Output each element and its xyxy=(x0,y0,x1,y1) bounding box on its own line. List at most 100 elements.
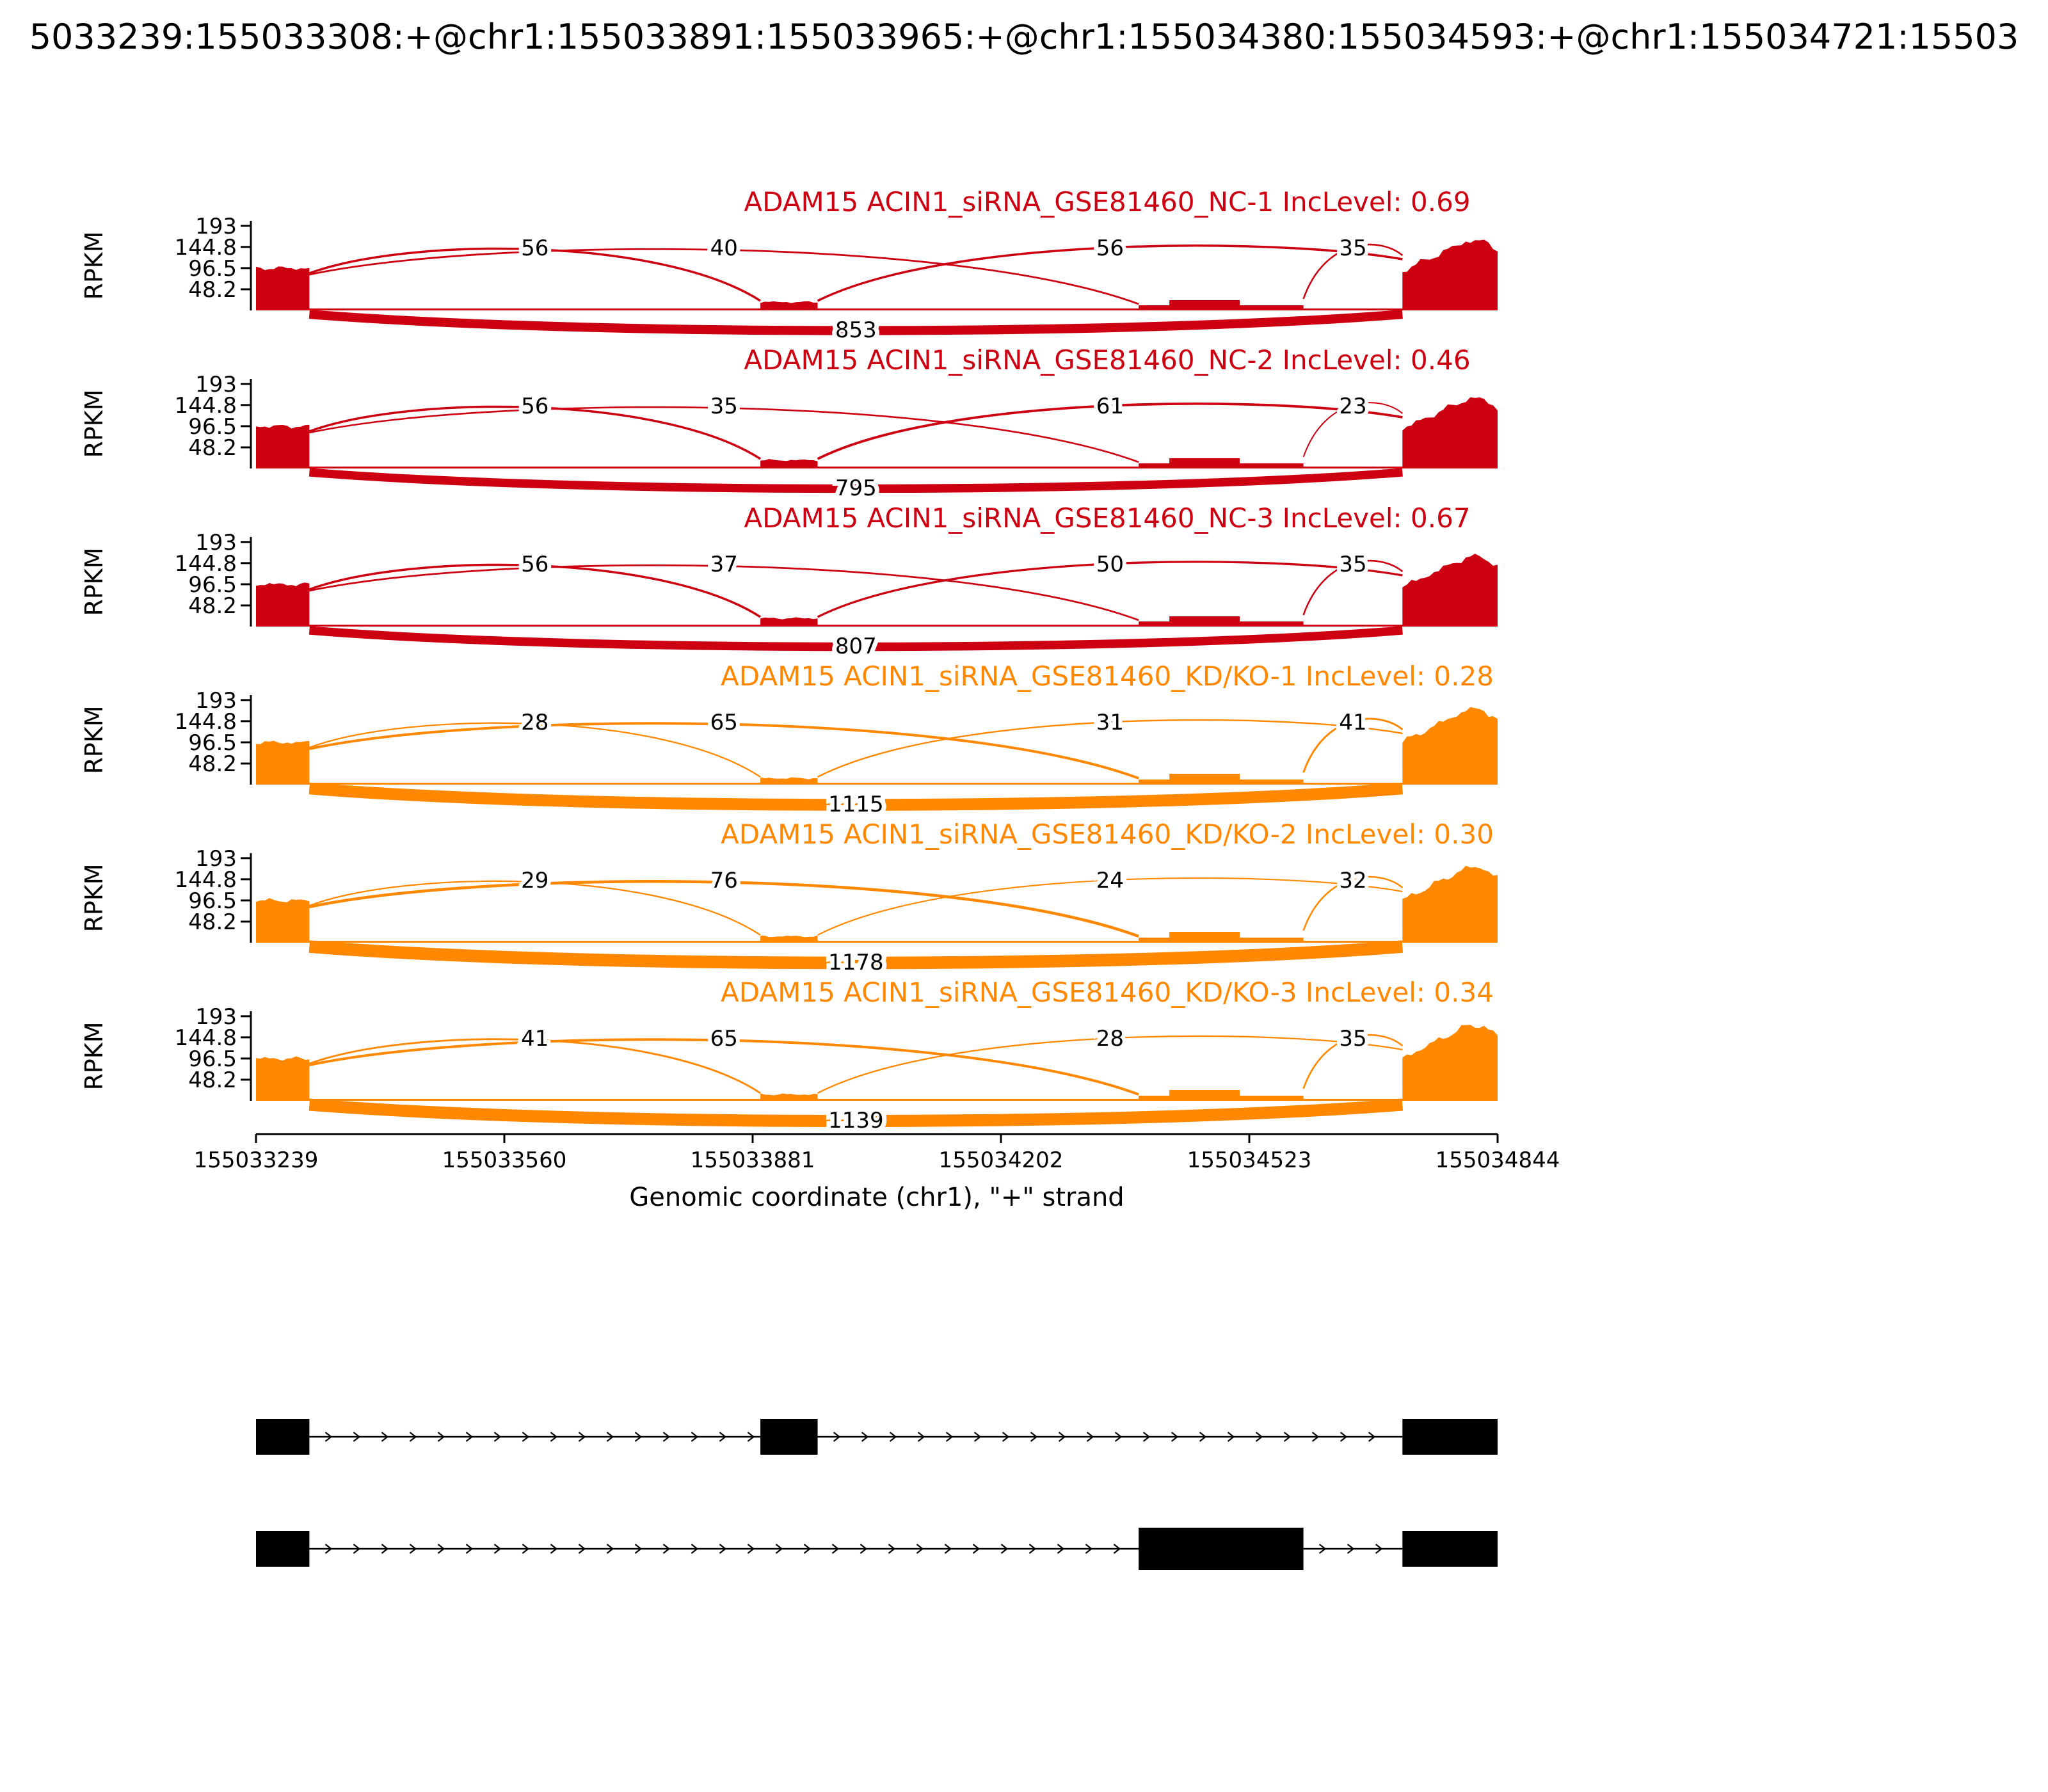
junction-arc xyxy=(817,244,1403,302)
junction-arc xyxy=(817,719,1403,778)
junction-arc xyxy=(1302,559,1404,616)
junction-count-label: 32 xyxy=(1339,868,1366,893)
coverage-exon3-bump xyxy=(1169,616,1240,627)
junction-count-label: 56 xyxy=(521,236,548,261)
skip-arc xyxy=(308,309,1403,335)
rpkm-axis-label: RPKM xyxy=(80,705,108,774)
intron-arrow xyxy=(1086,1432,1094,1442)
y-tick-label: 144.8 xyxy=(175,867,237,893)
junction-arc xyxy=(1302,1034,1404,1089)
intron-arrow xyxy=(493,1432,502,1442)
junction-count-label: 35 xyxy=(1339,1026,1366,1052)
intron-arrow xyxy=(1375,1544,1383,1554)
intron-arrow xyxy=(1171,1432,1179,1442)
intron-arrow xyxy=(833,1432,841,1442)
coverage-exon2 xyxy=(760,617,818,627)
transcript-exon xyxy=(256,1531,310,1567)
junction-count-label: 56 xyxy=(1096,236,1124,261)
coverage-exon4 xyxy=(1402,554,1498,627)
coverage-exon3-bump xyxy=(1169,774,1240,785)
coverage-exon3-bump xyxy=(1169,932,1240,943)
intron-arrow xyxy=(860,1544,868,1554)
intron-arrow xyxy=(465,1432,474,1442)
junction-count-label: 23 xyxy=(1339,394,1366,419)
intron-arrow xyxy=(831,1544,840,1554)
intron-arrow xyxy=(691,1432,699,1442)
junction-arc xyxy=(308,563,762,618)
coverage-exon4 xyxy=(1402,239,1498,310)
intron-arrow xyxy=(409,1544,417,1554)
x-axis-title: Genomic coordinate (chr1), "+" strand xyxy=(629,1183,1124,1212)
intron-arrow xyxy=(1114,1432,1123,1442)
intron-arrow xyxy=(719,1432,727,1442)
intron-arrow xyxy=(972,1544,980,1554)
junction-count-label: 76 xyxy=(710,868,738,893)
intron-arrow xyxy=(1058,1432,1066,1442)
junction-count-label: 61 xyxy=(1096,394,1124,419)
intron-arrow xyxy=(409,1432,417,1442)
x-tick-label: 155033881 xyxy=(691,1148,815,1173)
rpkm-axis-label: RPKM xyxy=(80,547,108,616)
coverage-exon3-bump xyxy=(1169,458,1240,468)
junction-arc xyxy=(309,406,1139,463)
y-tick-label: 193 xyxy=(195,688,237,714)
junction-arc xyxy=(308,247,762,302)
x-tick-label: 155034844 xyxy=(1436,1148,1560,1173)
intron-arrow xyxy=(1028,1544,1037,1554)
rpkm-axis-label: RPKM xyxy=(80,389,108,458)
coverage-exon4 xyxy=(1402,865,1498,943)
intron-arrow xyxy=(437,1544,445,1554)
transcript-exon xyxy=(1402,1531,1498,1567)
intron-coverage xyxy=(256,308,1498,310)
intron-arrow xyxy=(1002,1432,1010,1442)
intron-arrow xyxy=(353,1432,361,1442)
skip-arc xyxy=(308,468,1403,493)
intron-arrow xyxy=(1000,1544,1009,1554)
intron-arrow xyxy=(1318,1544,1327,1554)
intron-coverage xyxy=(256,625,1498,627)
junction-count-label: 65 xyxy=(710,710,738,735)
y-tick-label: 193 xyxy=(195,214,237,239)
intron-arrow xyxy=(550,1544,558,1554)
x-tick-label: 155034202 xyxy=(939,1148,1064,1173)
y-tick-label: 96.5 xyxy=(188,888,237,914)
junction-count-label: 41 xyxy=(1339,710,1366,735)
y-tick-label: 144.8 xyxy=(175,235,237,260)
coverage-exon2 xyxy=(760,777,818,785)
intron-arrow xyxy=(465,1544,474,1554)
coverage-exon1 xyxy=(256,266,310,310)
intron-coverage xyxy=(256,783,1498,785)
intron-arrow xyxy=(634,1432,643,1442)
junction-arc xyxy=(1302,243,1404,300)
y-tick-label: 96.5 xyxy=(188,730,237,756)
y-tick-label: 48.2 xyxy=(188,435,237,461)
x-tick-label: 155034523 xyxy=(1187,1148,1312,1173)
track-2: ADAM15 ACIN1_siRNA_GSE81460_NC-2 IncLeve… xyxy=(80,344,1498,506)
coverage-exon1 xyxy=(256,740,310,785)
y-tick-label: 96.5 xyxy=(188,1046,237,1072)
coverage-exon2 xyxy=(760,935,818,943)
transcript-exon xyxy=(1402,1419,1498,1455)
track-1: ADAM15 ACIN1_siRNA_GSE81460_NC-1 IncLeve… xyxy=(80,186,1498,348)
intron-arrow xyxy=(1030,1432,1038,1442)
intron-arrow xyxy=(888,1544,896,1554)
junction-arc xyxy=(308,880,1139,938)
intron-coverage xyxy=(256,941,1498,943)
coverage-exon1 xyxy=(256,424,310,468)
track-4: ADAM15 ACIN1_siRNA_GSE81460_KD/KO-1 IncL… xyxy=(80,660,1498,822)
transcript-exon xyxy=(1139,1528,1304,1570)
transcript-1 xyxy=(256,1419,1498,1455)
coverage-exon4 xyxy=(1402,1025,1498,1101)
track-label: ADAM15 ACIN1_siRNA_GSE81460_NC-1 IncLeve… xyxy=(744,186,1470,218)
coverage-exon3-bump xyxy=(1169,300,1240,310)
track-label: ADAM15 ACIN1_siRNA_GSE81460_KD/KO-2 IncL… xyxy=(721,819,1494,850)
intron-arrow xyxy=(662,1544,671,1554)
skip-count-label: 1178 xyxy=(828,950,884,975)
x-axis: 155033239 155033560 155033881 155034202 1550… xyxy=(194,1133,1560,1212)
junction-arc xyxy=(817,877,1403,936)
intron-arrow xyxy=(916,1544,924,1554)
intron-arrow xyxy=(1283,1432,1292,1442)
y-tick-label: 48.2 xyxy=(188,751,237,777)
x-tick-label: 155033239 xyxy=(194,1148,319,1173)
